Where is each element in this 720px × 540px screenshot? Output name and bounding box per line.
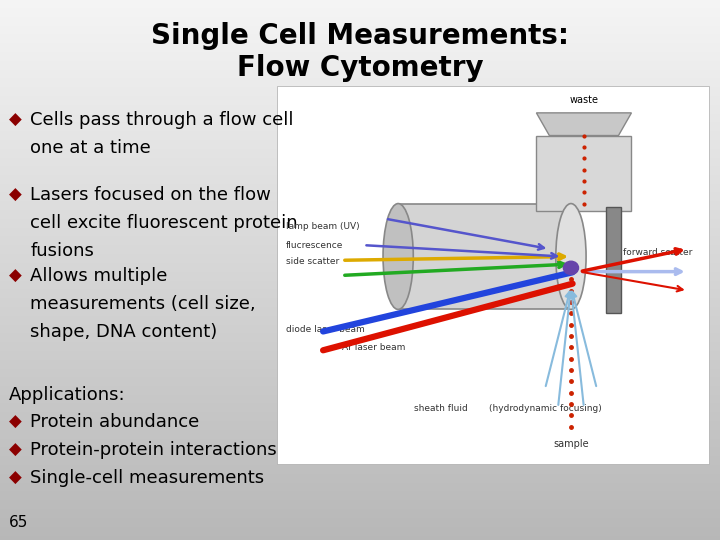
Text: side scatter: side scatter [286, 256, 339, 266]
Text: Ar laser beam: Ar laser beam [342, 343, 405, 353]
Text: 65: 65 [9, 515, 28, 530]
Text: lamp beam (UV): lamp beam (UV) [286, 222, 359, 232]
Text: (hydrodynamic focusing): (hydrodynamic focusing) [489, 404, 601, 414]
Text: shape, DNA content): shape, DNA content) [30, 323, 217, 341]
Bar [536, 136, 631, 211]
Text: cell excite fluorescent protein: cell excite fluorescent protein [30, 214, 298, 232]
Text: ◆: ◆ [9, 441, 22, 459]
Text: waste: waste [570, 95, 598, 105]
Text: ◆: ◆ [9, 413, 22, 431]
Text: Cells pass through a flow cell: Cells pass through a flow cell [30, 111, 294, 129]
Text: sample: sample [553, 439, 589, 449]
Text: Single-cell measurements: Single-cell measurements [30, 469, 264, 487]
Ellipse shape [564, 261, 579, 274]
Text: Applications:: Applications: [9, 386, 125, 404]
Text: flucrescence: flucrescence [286, 241, 343, 251]
Text: diode laser beam: diode laser beam [286, 325, 364, 334]
Text: ◆: ◆ [9, 111, 22, 129]
Text: Single Cell Measurements:
Flow Cytometry: Single Cell Measurements: Flow Cytometry [151, 22, 569, 82]
Text: ◆: ◆ [9, 186, 22, 204]
Text: one at a time: one at a time [30, 139, 151, 157]
Text: ◆: ◆ [9, 469, 22, 487]
Text: Protein-protein interactions: Protein-protein interactions [30, 441, 277, 459]
Ellipse shape [383, 204, 413, 309]
Text: ◆: ◆ [9, 267, 22, 285]
Text: fusions: fusions [30, 242, 94, 260]
Text: Lasers focused on the flow: Lasers focused on the flow [30, 186, 271, 204]
Polygon shape [536, 113, 631, 136]
Bar [398, 204, 571, 309]
Text: Protein abundance: Protein abundance [30, 413, 199, 431]
Ellipse shape [556, 204, 586, 309]
FancyBboxPatch shape [277, 86, 709, 464]
Text: forward scatter: forward scatter [623, 248, 692, 257]
Bar [606, 207, 621, 313]
Text: Allows multiple: Allows multiple [30, 267, 168, 285]
Text: sheath fluid: sheath fluid [415, 404, 468, 414]
Text: measurements (cell size,: measurements (cell size, [30, 295, 256, 313]
